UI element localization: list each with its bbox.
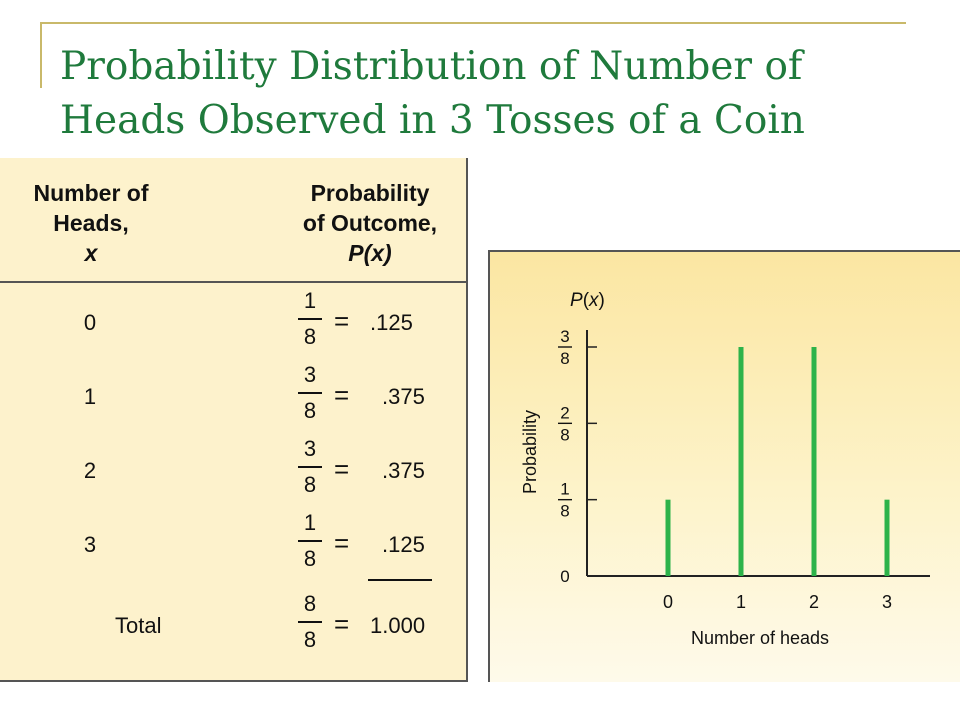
y-tick-label-0: 0: [560, 567, 569, 586]
total-equals: =: [334, 609, 350, 639]
y-axis-title: P(x): [570, 290, 605, 311]
row-2-decimal: .375: [382, 458, 425, 483]
row-0-numerator: 1: [303, 288, 317, 313]
col-header-heads-line-1: Number of: [33, 180, 149, 206]
row-3-x: 3: [83, 532, 97, 557]
row-1-numerator: 3: [303, 362, 317, 387]
col-header-probability-line-2: of Outcome,: [302, 210, 438, 236]
fraction-bar: [298, 318, 322, 320]
col-header-probability-line-3: P(x): [348, 240, 392, 266]
row-2-fraction: 3 8: [298, 436, 322, 498]
y-tick-label-denominator-3: 8: [560, 349, 569, 368]
x-tick-label-3: 3: [882, 592, 892, 612]
decorative-top-rule: [40, 22, 906, 24]
bar-3: [884, 499, 890, 576]
row-3-numerator: 1: [303, 510, 317, 535]
row-2-denominator: 8: [303, 472, 317, 497]
row-0-decimal: .125: [370, 310, 413, 335]
row-3-fraction: 1 8: [298, 510, 322, 572]
total-label: Total: [115, 613, 162, 638]
fraction-bar: [298, 466, 322, 468]
row-3-denominator: 8: [303, 546, 317, 571]
total-numerator: 8: [303, 591, 317, 616]
x-tick-label-1: 1: [736, 592, 746, 612]
y-tick-label-numerator-2: 2: [560, 403, 569, 422]
header-divider: [0, 281, 468, 283]
row-0-x: 0: [83, 310, 97, 335]
fraction-bar: [298, 621, 322, 623]
fraction-bar: [298, 540, 322, 542]
total-decimal: 1.000: [370, 613, 426, 638]
col-header-heads: Number of Heads, x: [20, 178, 162, 268]
slide-title-line-2: Heads Observed in 3 Tosses of a Coin: [60, 98, 805, 143]
col-header-heads-line-3: x: [84, 240, 98, 266]
col-header-probability-line-1: Probability: [310, 180, 430, 206]
sum-underline: [368, 579, 432, 581]
decorative-left-rule: [40, 22, 42, 88]
col-header-probability: Probability of Outcome, P(x): [280, 178, 460, 268]
row-3-decimal: .125: [382, 532, 425, 557]
col-header-heads-line-2: Heads,: [53, 210, 129, 236]
row-2-equals: =: [334, 454, 350, 484]
x-tick-label-2: 2: [809, 592, 819, 612]
x-axis-label: Number of heads: [691, 628, 829, 648]
row-2-numerator: 3: [303, 436, 317, 461]
row-1-decimal: .375: [382, 384, 425, 409]
bar-0: [665, 499, 671, 576]
row-1-denominator: 8: [303, 398, 317, 423]
y-tick-label-numerator-3: 3: [560, 327, 569, 346]
row-1-x: 1: [83, 384, 97, 409]
probability-chart-panel: 0 1 8 2 8 3 8 0 1 2 3 P(x) Probability Number of head…: [488, 250, 960, 682]
y-tick-label-denominator-2: 8: [560, 425, 569, 444]
probability-table: Number of Heads, x Probability of Outcom…: [0, 158, 468, 682]
row-0-equals: =: [334, 306, 350, 336]
fraction-bar: [298, 392, 322, 394]
bar-2: [811, 347, 817, 576]
y-tick-label-numerator-1: 1: [560, 480, 569, 499]
row-1-equals: =: [334, 380, 350, 410]
total-fraction: 8 8: [298, 591, 322, 653]
x-tick-label-0: 0: [663, 592, 673, 612]
slide-title-line-1: Probability Distribution of Number of: [60, 44, 803, 89]
y-axis-label: Probability: [520, 410, 540, 494]
row-2-x: 2: [83, 458, 97, 483]
row-1-fraction: 3 8: [298, 362, 322, 424]
total-denominator: 8: [303, 627, 317, 652]
row-0-denominator: 8: [303, 324, 317, 349]
row-3-equals: =: [334, 528, 350, 558]
y-tick-label-denominator-1: 8: [560, 502, 569, 521]
slide-title: Probability Distribution of Number of He…: [60, 40, 805, 148]
bar-1: [738, 347, 744, 576]
row-0-fraction: 1 8: [298, 288, 322, 350]
